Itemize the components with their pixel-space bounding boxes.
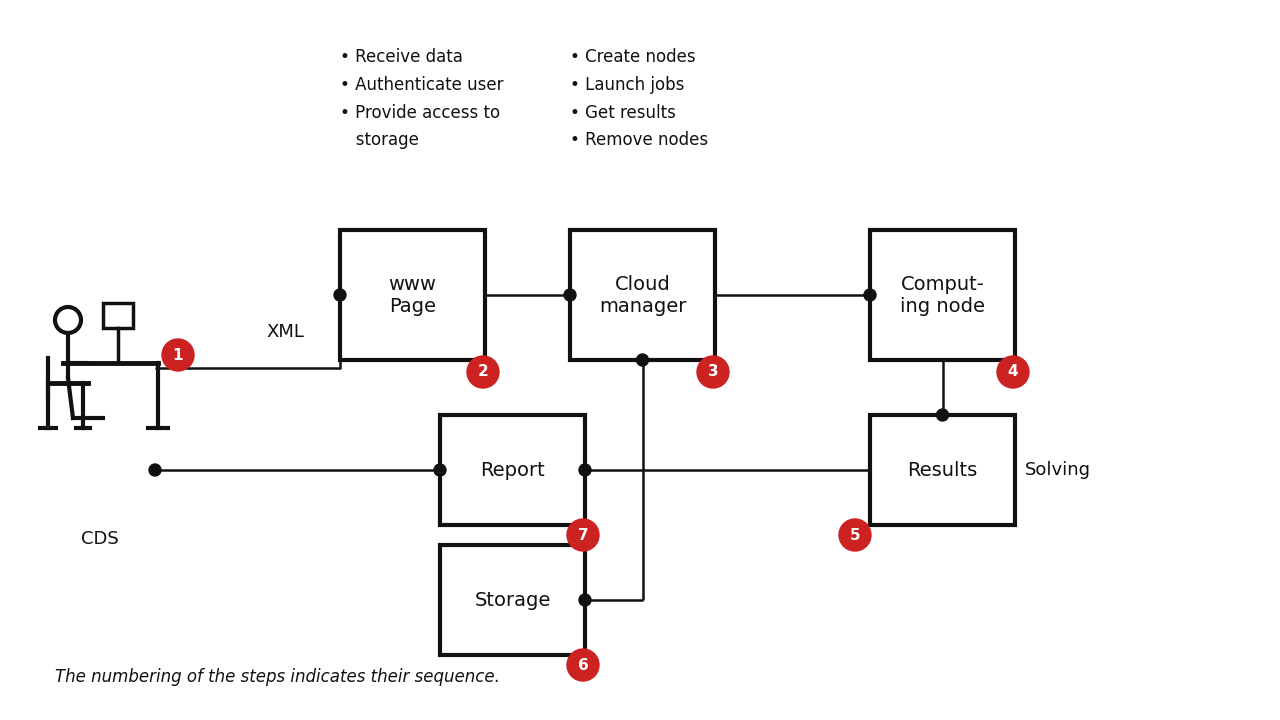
Text: Results: Results [908, 461, 978, 480]
Text: 6: 6 [577, 657, 589, 672]
Text: 1: 1 [173, 348, 183, 362]
FancyBboxPatch shape [570, 230, 716, 360]
Circle shape [434, 464, 445, 476]
Text: CDS: CDS [81, 530, 119, 548]
Circle shape [148, 464, 161, 476]
Text: • Create nodes
• Launch jobs
• Get results
• Remove nodes: • Create nodes • Launch jobs • Get resul… [570, 48, 708, 149]
Circle shape [937, 409, 948, 421]
Text: 5: 5 [850, 528, 860, 542]
Text: Solving: Solving [1025, 461, 1091, 479]
Circle shape [698, 356, 730, 388]
Circle shape [567, 649, 599, 681]
Circle shape [567, 519, 599, 551]
Text: XML: XML [266, 323, 303, 341]
Text: Report: Report [480, 461, 545, 480]
Circle shape [636, 354, 649, 366]
Text: • Receive data
• Authenticate user
• Provide access to
   storage: • Receive data • Authenticate user • Pro… [340, 48, 503, 149]
FancyBboxPatch shape [870, 230, 1015, 360]
Text: Comput-
ing node: Comput- ing node [900, 274, 986, 315]
Circle shape [564, 289, 576, 301]
Circle shape [467, 356, 499, 388]
FancyBboxPatch shape [440, 415, 585, 525]
Text: Storage: Storage [475, 590, 550, 610]
Circle shape [838, 519, 870, 551]
Circle shape [579, 594, 591, 606]
Circle shape [163, 339, 195, 371]
Text: 7: 7 [577, 528, 589, 542]
Text: The numbering of the steps indicates their sequence.: The numbering of the steps indicates the… [55, 668, 500, 686]
Text: 3: 3 [708, 364, 718, 379]
FancyBboxPatch shape [870, 415, 1015, 525]
Circle shape [334, 289, 346, 301]
FancyBboxPatch shape [440, 545, 585, 655]
Text: www
Page: www Page [389, 274, 436, 315]
Text: 4: 4 [1007, 364, 1019, 379]
Circle shape [864, 289, 876, 301]
Circle shape [997, 356, 1029, 388]
FancyBboxPatch shape [340, 230, 485, 360]
Text: 2: 2 [477, 364, 489, 379]
Circle shape [579, 464, 591, 476]
Text: Cloud
manager: Cloud manager [599, 274, 686, 315]
FancyBboxPatch shape [102, 303, 133, 328]
